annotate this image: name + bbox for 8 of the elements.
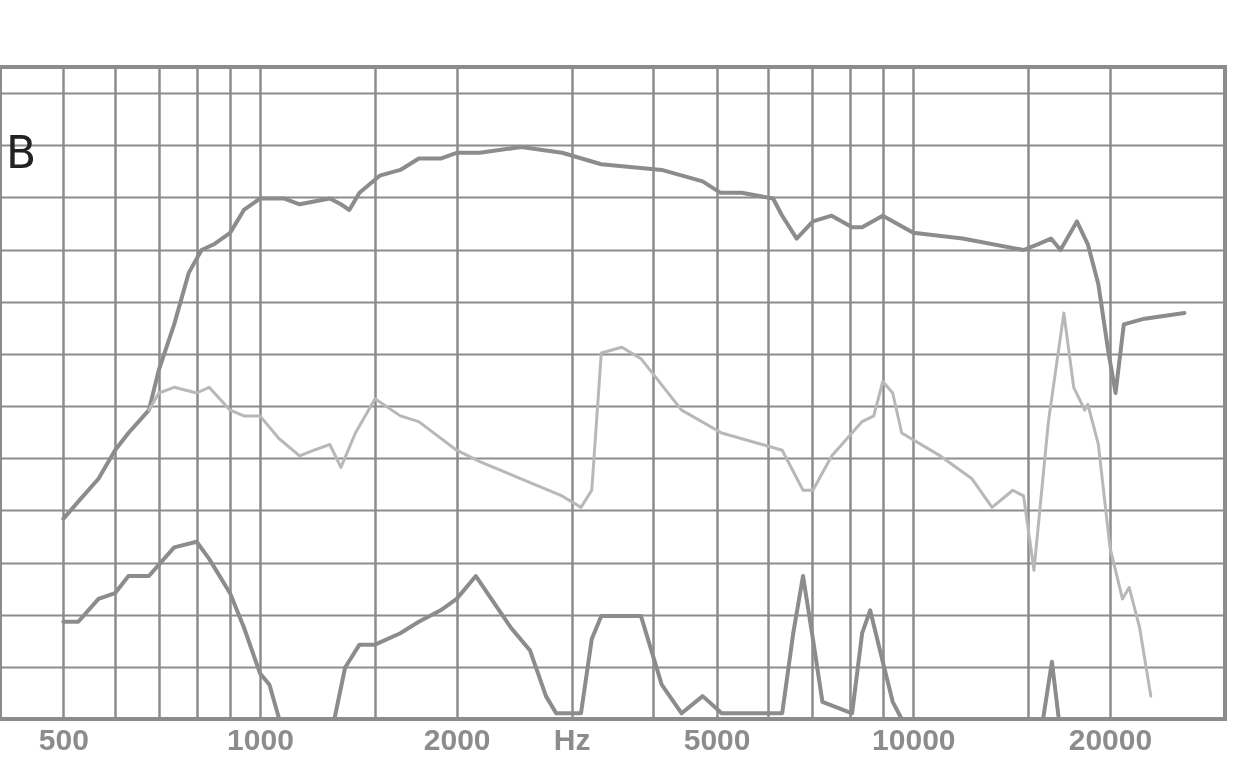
- x-tick-label: 2000: [423, 722, 491, 756]
- x-tick-label: 20000: [1068, 722, 1153, 756]
- x-tick-label: Hz: [553, 722, 591, 756]
- x-tick-label: 1000: [227, 722, 294, 756]
- annotation: B: [6, 127, 37, 178]
- x-tick-label: 500: [38, 722, 89, 756]
- x-tick-label: 5000: [683, 722, 751, 756]
- x-tick-label: 10000: [872, 722, 956, 756]
